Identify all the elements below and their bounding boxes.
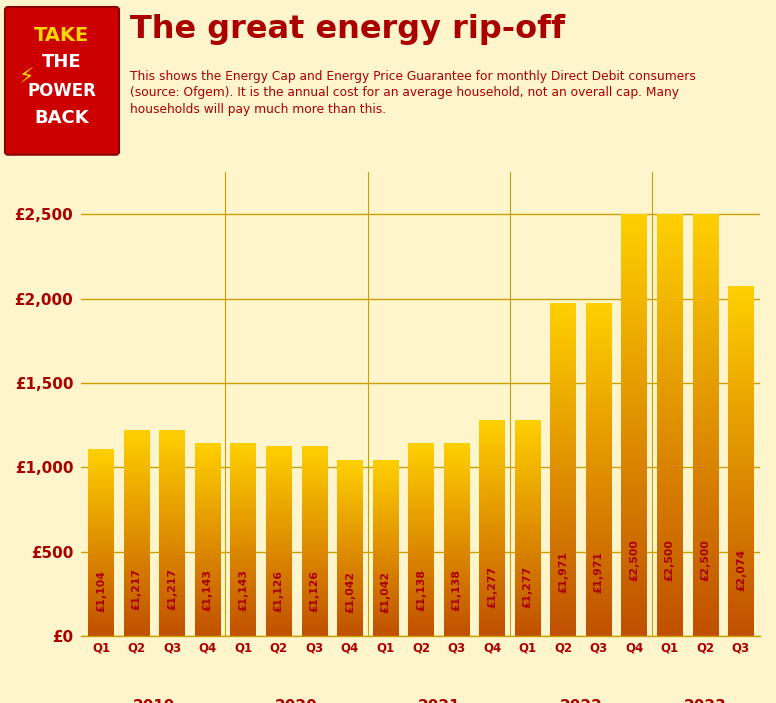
Text: £1,126: £1,126 (274, 569, 284, 612)
Text: £1,143: £1,143 (203, 569, 213, 611)
Text: £1,971: £1,971 (594, 551, 604, 593)
Text: £1,138: £1,138 (452, 569, 462, 611)
Text: £2,500: £2,500 (629, 539, 639, 581)
Text: £1,217: £1,217 (167, 567, 177, 610)
FancyBboxPatch shape (5, 7, 119, 155)
Text: £1,143: £1,143 (238, 569, 248, 611)
Text: 2021: 2021 (417, 699, 460, 703)
Text: BACK: BACK (35, 109, 89, 127)
Text: 2019: 2019 (133, 699, 175, 703)
Text: The great energy rip-off: The great energy rip-off (130, 14, 565, 45)
Text: £1,042: £1,042 (345, 572, 355, 613)
Text: TAKE: TAKE (34, 26, 89, 45)
Text: (source: Ofgem). It is the annual cost for an average household, not an overall : (source: Ofgem). It is the annual cost f… (130, 86, 679, 99)
Text: £1,042: £1,042 (380, 572, 390, 613)
Text: THE: THE (42, 53, 81, 72)
Text: This shows the Energy Cap and Energy Price Guarantee for monthly Direct Debit co: This shows the Energy Cap and Energy Pri… (130, 70, 696, 82)
Text: £1,138: £1,138 (416, 569, 426, 611)
Text: £1,277: £1,277 (522, 566, 532, 608)
Text: ⚡: ⚡ (18, 68, 33, 88)
Text: 2022: 2022 (559, 699, 602, 703)
Text: £1,217: £1,217 (132, 567, 141, 610)
Text: 2020: 2020 (275, 699, 318, 703)
Text: £1,971: £1,971 (558, 551, 568, 593)
Text: £1,126: £1,126 (310, 569, 320, 612)
Text: £1,277: £1,277 (487, 566, 497, 608)
Text: £1,104: £1,104 (96, 570, 106, 612)
Text: POWER: POWER (28, 82, 96, 100)
Text: £2,500: £2,500 (701, 539, 710, 581)
Text: 2023: 2023 (684, 699, 727, 703)
Text: £2,500: £2,500 (665, 539, 675, 581)
Text: households will pay much more than this.: households will pay much more than this. (130, 103, 386, 117)
Text: £2,074: £2,074 (736, 548, 746, 591)
